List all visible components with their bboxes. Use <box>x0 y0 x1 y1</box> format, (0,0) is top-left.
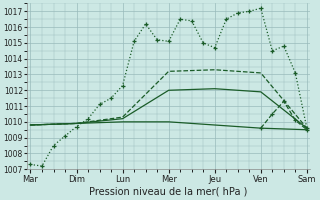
X-axis label: Pression niveau de la mer( hPa ): Pression niveau de la mer( hPa ) <box>90 187 248 197</box>
